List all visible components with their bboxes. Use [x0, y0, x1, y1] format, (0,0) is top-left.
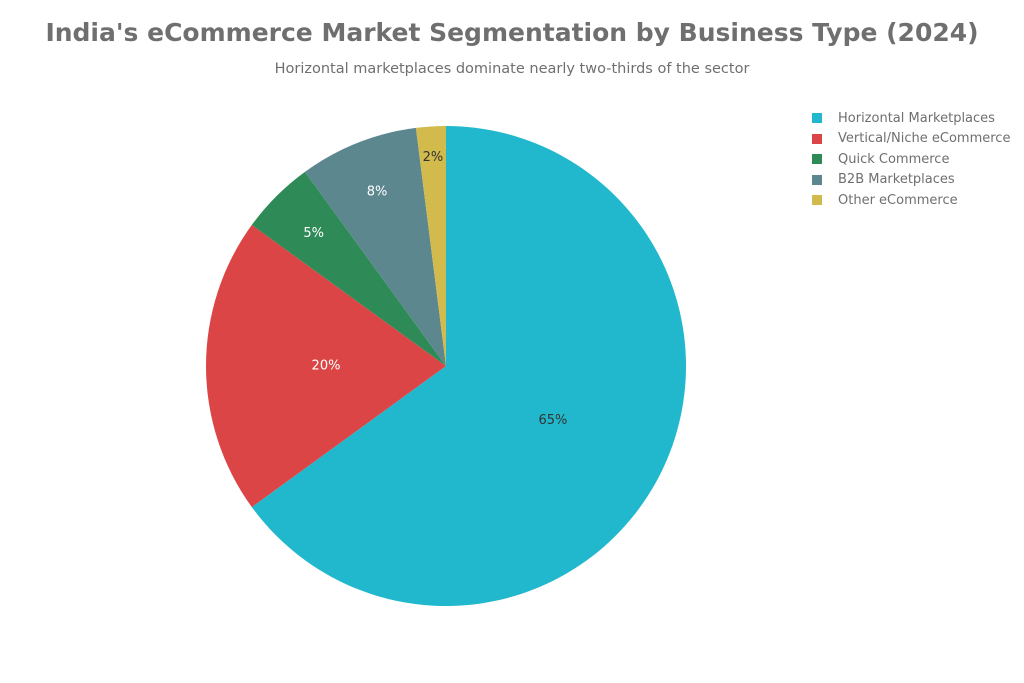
- legend-item[interactable]: Other eCommerce: [812, 190, 1010, 211]
- legend-swatch: [812, 133, 822, 144]
- pie-slice-other-ecommerce: [415, 126, 446, 366]
- legend-label: Quick Commerce: [838, 151, 950, 167]
- legend-label: Horizontal Marketplaces: [838, 110, 995, 126]
- legend-swatch: [812, 154, 822, 165]
- legend-label: Other eCommerce: [838, 192, 958, 208]
- chart-subtitle: Horizontal marketplaces dominate nearly …: [274, 61, 750, 77]
- pie-slice-vertical-niche-ecommerce: [206, 224, 446, 508]
- pie-data-label: 2%: [423, 150, 444, 165]
- chart-title: India's eCommerce Market Segmentation by…: [45, 18, 979, 47]
- legend-label: B2B Marketplaces: [838, 172, 955, 188]
- legend-item[interactable]: Vertical/Niche eCommerce: [812, 129, 1010, 150]
- legend: Horizontal Marketplaces Vertical/Niche eC…: [812, 108, 1010, 211]
- pie-slice-horizontal-marketplaces: [251, 126, 687, 607]
- legend-item[interactable]: B2B Marketplaces: [812, 170, 1010, 191]
- pie-data-label: 8%: [367, 184, 388, 199]
- legend-swatch: [812, 174, 822, 185]
- pie-data-label: 20%: [312, 359, 341, 374]
- legend-label: Vertical/Niche eCommerce: [838, 131, 1011, 147]
- pie-data-label: 5%: [303, 226, 324, 241]
- pie-slice-quick-commerce: [251, 171, 446, 366]
- legend-swatch: [812, 195, 822, 206]
- pie-data-label: 65%: [538, 413, 567, 428]
- legend-swatch: [812, 113, 822, 124]
- pie-slice-b2b-marketplaces: [304, 127, 446, 366]
- legend-item[interactable]: Horizontal Marketplaces: [812, 108, 1010, 129]
- legend-item[interactable]: Quick Commerce: [812, 149, 1010, 170]
